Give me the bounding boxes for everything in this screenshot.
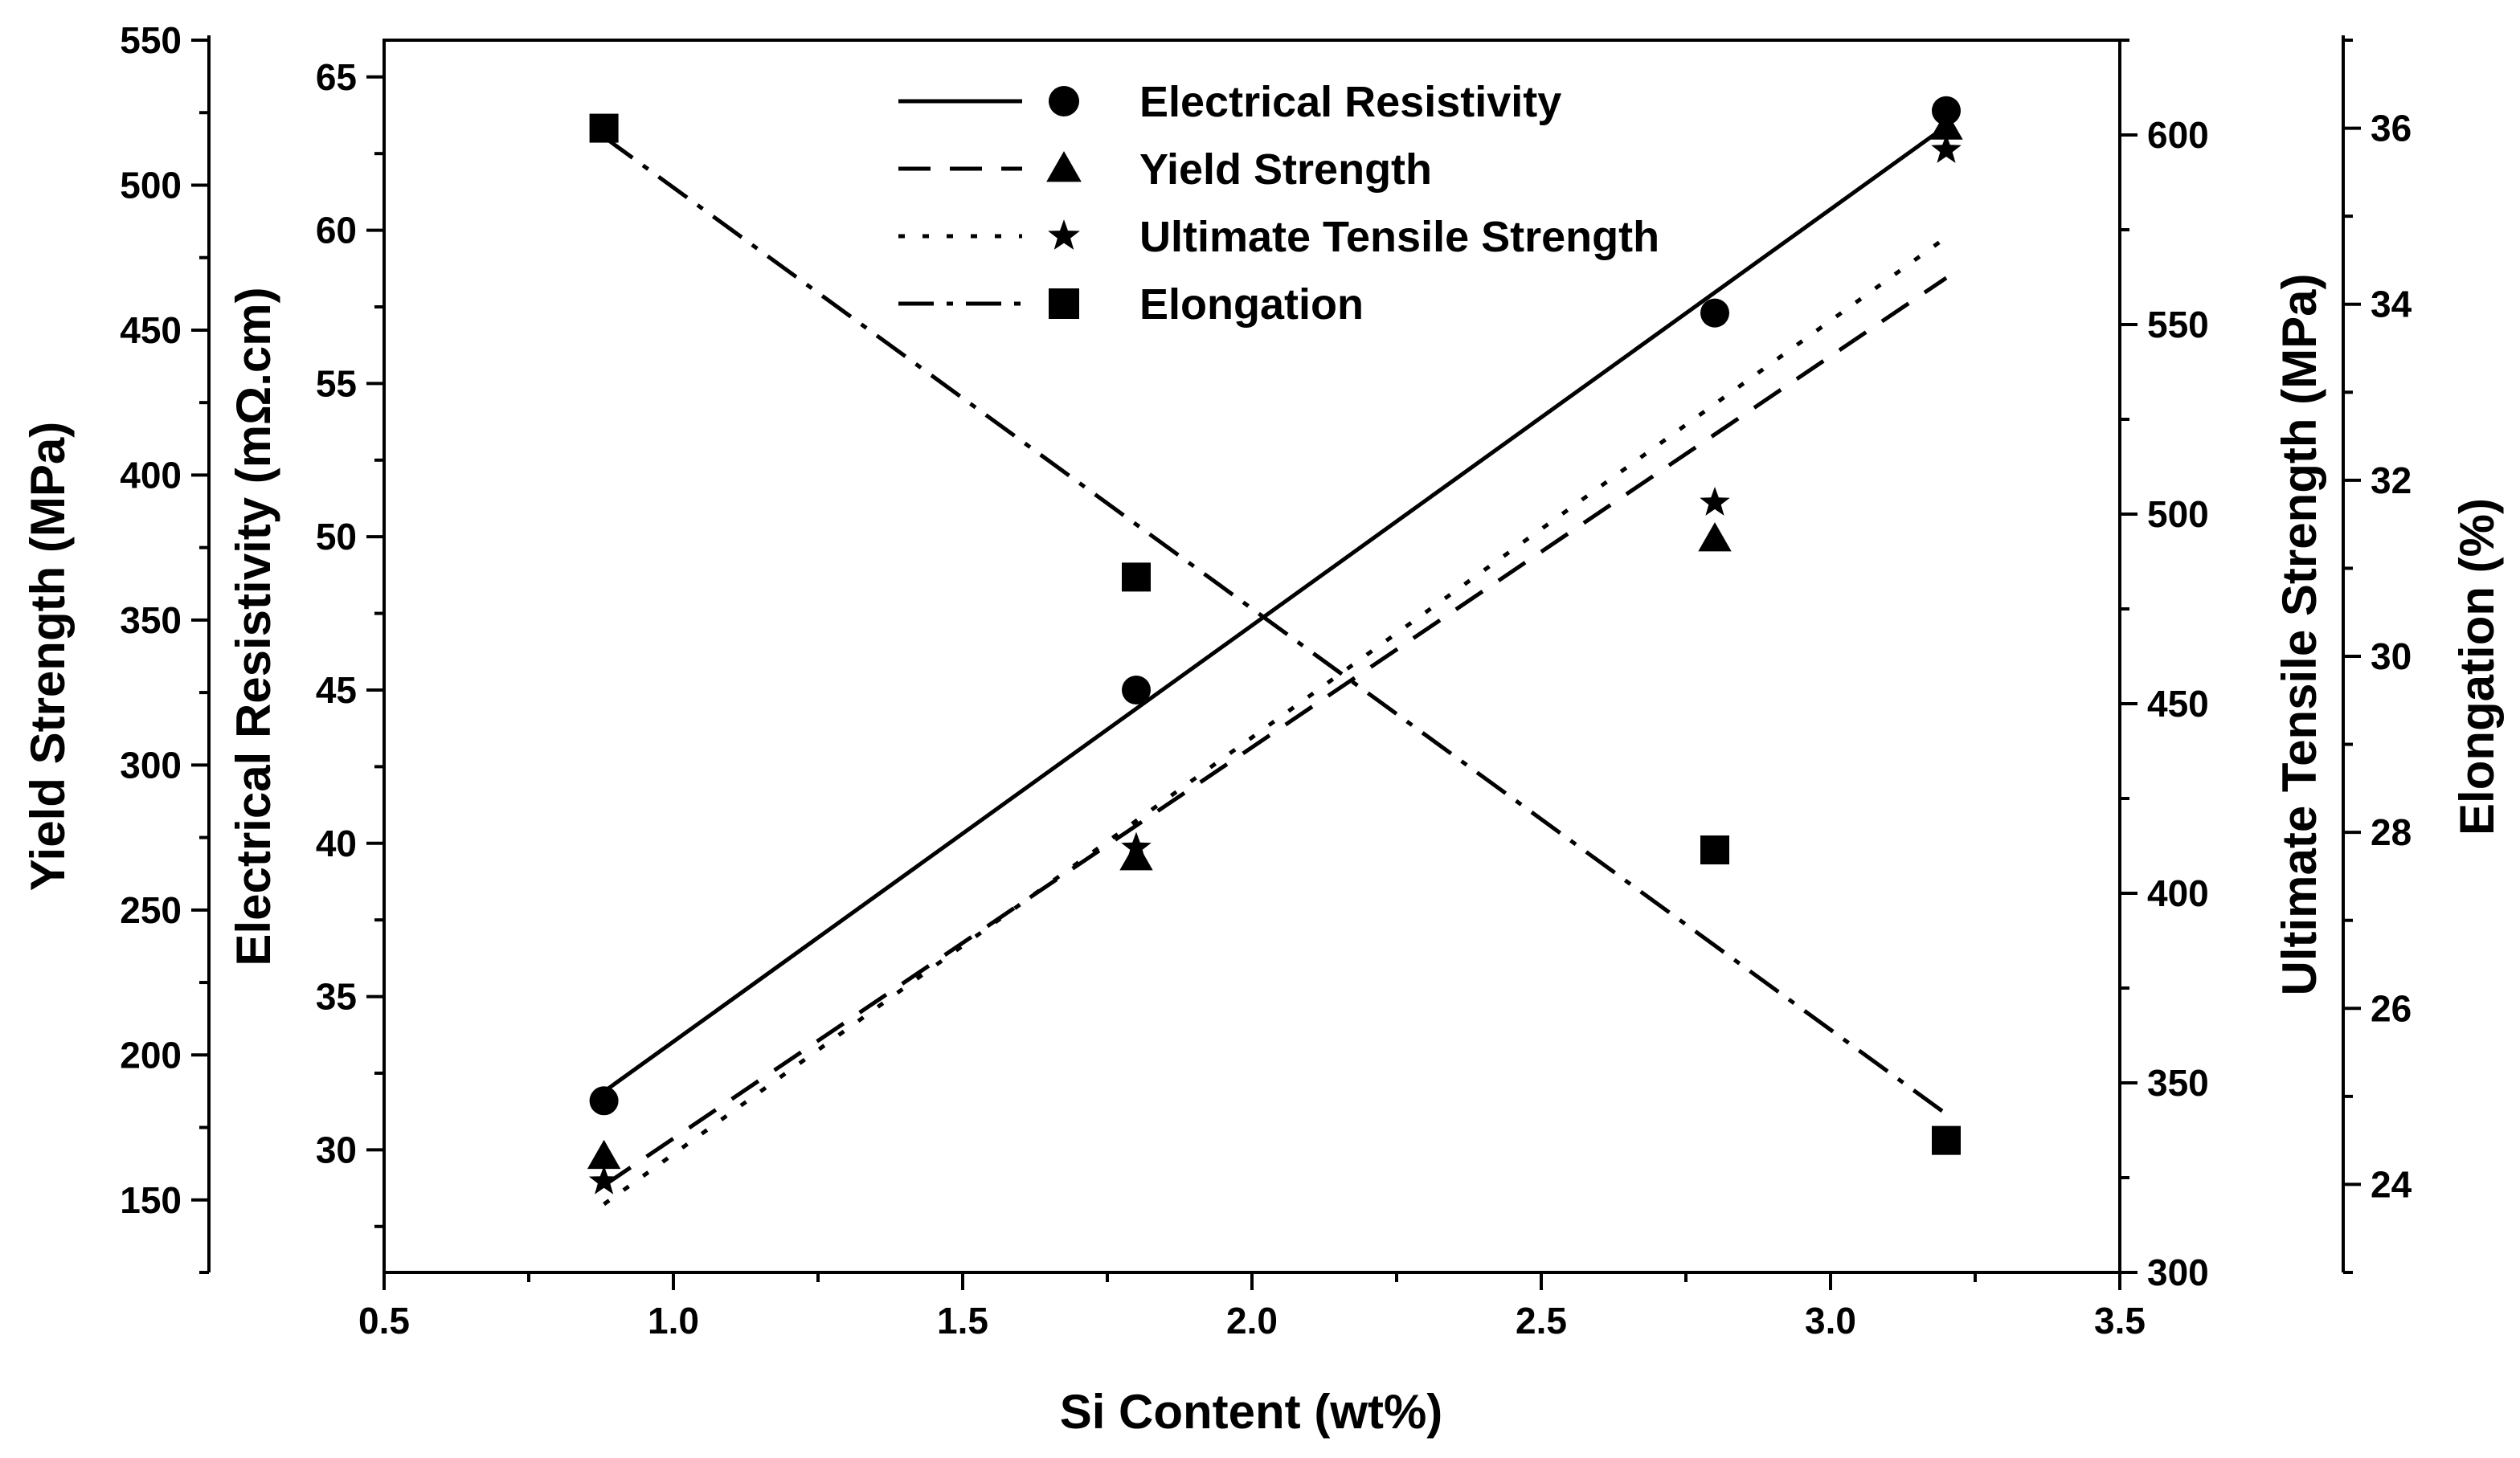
- legend-marker-square: [1049, 288, 1079, 319]
- x-tick-label: 2.0: [1226, 1300, 1278, 1342]
- point-triangle: [1698, 522, 1732, 552]
- resistivity-tick-label: 45: [316, 669, 357, 711]
- resistivity-tick-label: 30: [316, 1129, 357, 1170]
- yield-tick-label: 150: [120, 1179, 182, 1221]
- point-star: [1931, 134, 1962, 163]
- x-axis-title: Si Content (wt%): [1060, 1385, 1443, 1439]
- yield-tick-label: 500: [120, 164, 182, 206]
- resistivity-tick-label: 50: [316, 516, 357, 557]
- elongation-axis-title: Elongation (%): [2450, 498, 2504, 835]
- yield-tick-label: 300: [120, 744, 182, 786]
- resistivity-tick-label: 55: [316, 362, 357, 404]
- legend-label: Ultimate Tensile Strength: [1139, 213, 1659, 261]
- point-square: [1122, 562, 1151, 592]
- fit-line-elongation: [603, 135, 1948, 1116]
- point-circle: [1700, 298, 1729, 328]
- x-tick-label: 1.5: [937, 1300, 988, 1342]
- legend-marker-circle: [1049, 86, 1079, 116]
- axes-layer: 0.5 1.0 1.5 2.0 2.5 3.0 3.5 150 200 250 300 350 400 4…: [120, 19, 2412, 1342]
- point-star: [1700, 487, 1730, 516]
- fit-lines: [603, 124, 1948, 1207]
- uts-tick-label: 300: [2147, 1252, 2209, 1293]
- resistivity-axis-title: Electrical Resistivity (mΩ.cm): [227, 287, 280, 966]
- point-circle: [589, 1086, 619, 1116]
- x-tick-label: 3.0: [1805, 1300, 1856, 1342]
- point-triangle: [1119, 841, 1153, 871]
- fit-line-yield: [603, 276, 1948, 1187]
- elongation-tick-label: 28: [2371, 811, 2412, 853]
- resistivity-tick-label: 65: [316, 56, 357, 98]
- legend-marker-triangle: [1046, 151, 1082, 182]
- resistivity-tick-label: 60: [316, 210, 357, 251]
- yield-tick-label: 450: [120, 309, 182, 351]
- x-tick-label: 2.5: [1516, 1300, 1567, 1342]
- yield-tick-label: 400: [120, 454, 182, 496]
- legend-label: Electrical Resistivity: [1139, 78, 1561, 126]
- point-star: [588, 1165, 620, 1195]
- uts-tick-label: 550: [2147, 304, 2209, 345]
- uts-tick-label: 500: [2147, 493, 2209, 535]
- legend-marker-star: [1048, 219, 1080, 250]
- data-markers: [587, 96, 1963, 1195]
- point-square: [589, 113, 619, 143]
- legend-label: Yield Strength: [1139, 145, 1432, 194]
- fit-line-resistivity: [603, 124, 1948, 1093]
- x-tick-label: 3.5: [2094, 1300, 2146, 1342]
- yield-tick-label: 350: [120, 599, 182, 641]
- elongation-tick-label: 30: [2371, 635, 2412, 677]
- elongation-tick-label: 36: [2371, 108, 2412, 149]
- resistivity-tick-label: 40: [316, 823, 357, 864]
- legend-label: Elongation: [1139, 280, 1364, 329]
- point-square: [1932, 1125, 1961, 1155]
- resistivity-tick-label: 35: [316, 976, 357, 1018]
- point-triangle: [587, 1139, 621, 1170]
- elongation-tick-label: 26: [2371, 987, 2412, 1029]
- point-triangle: [1929, 110, 1963, 140]
- elongation-tick-label: 24: [2371, 1163, 2412, 1205]
- yield-axis-title: Yield Strength (MPa): [21, 422, 75, 891]
- uts-tick-label: 350: [2147, 1062, 2209, 1104]
- fit-line-uts: [603, 235, 1948, 1207]
- yield-tick-label: 550: [120, 19, 182, 61]
- x-tick-label: 1.0: [648, 1300, 699, 1342]
- uts-tick-label: 400: [2147, 872, 2209, 914]
- uts-axis-title: Ultimate Tensile Strength (MPa): [2272, 273, 2326, 995]
- point-square: [1700, 835, 1729, 865]
- point-star: [1121, 831, 1152, 861]
- uts-tick-label: 600: [2147, 114, 2209, 156]
- legend: Electrical Resistivity Yield Strength Ulti…: [898, 78, 1659, 329]
- yield-tick-label: 200: [120, 1034, 182, 1076]
- uts-tick-label: 450: [2147, 683, 2209, 725]
- x-tick-label: 0.5: [358, 1300, 410, 1342]
- elongation-tick-label: 34: [2371, 284, 2412, 325]
- point-circle: [1122, 675, 1151, 704]
- yield-tick-label: 250: [120, 889, 182, 931]
- elongation-tick-label: 32: [2371, 459, 2412, 501]
